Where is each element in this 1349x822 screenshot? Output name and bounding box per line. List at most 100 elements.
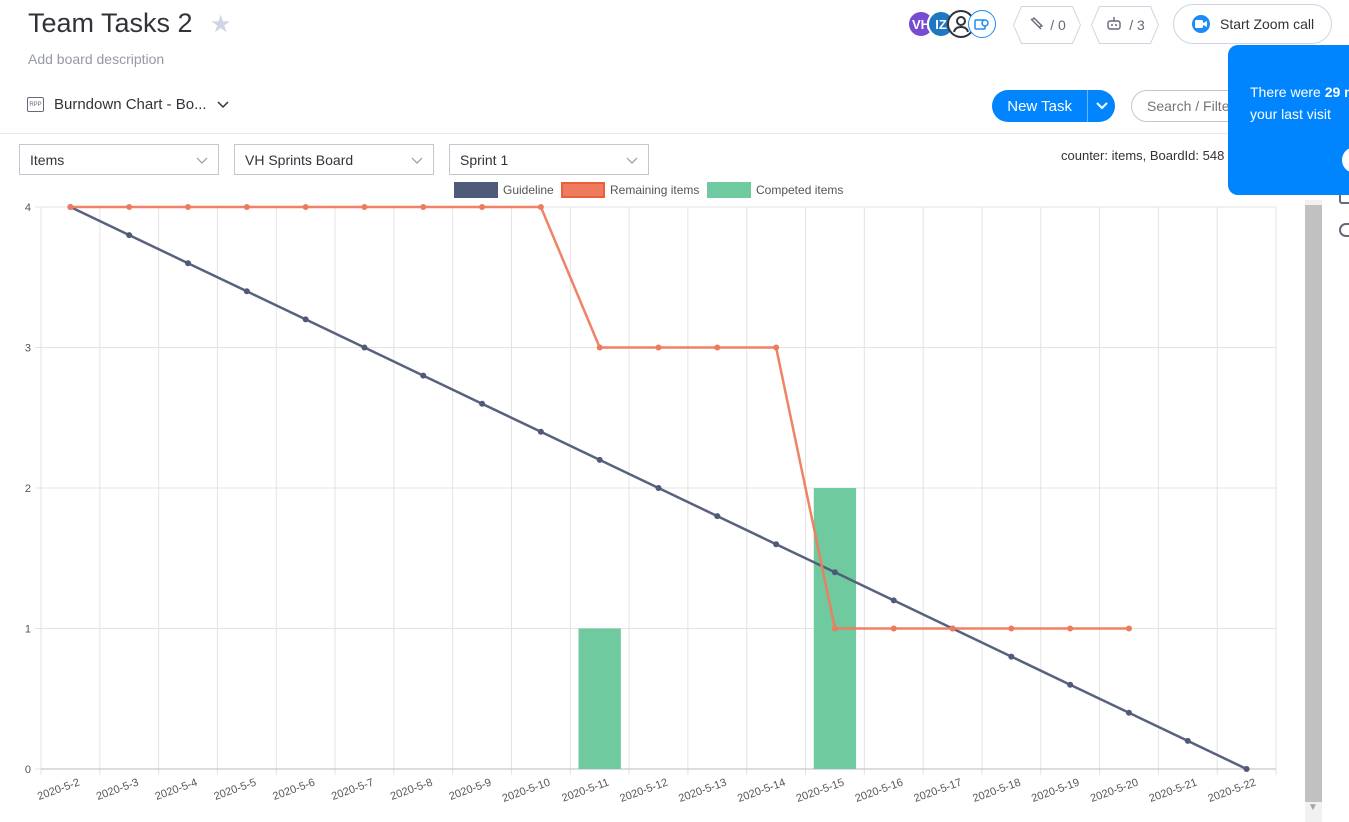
chevron-down-icon xyxy=(217,96,229,113)
guideline-point xyxy=(1008,653,1015,660)
header-divider xyxy=(0,133,1300,134)
x-tick-label: 2020-5-8 xyxy=(389,777,434,803)
view-selector[interactable]: RPP Burndown Chart - Bo... xyxy=(27,96,229,113)
counter-info: counter: items, BoardId: 548 xyxy=(1061,148,1225,163)
legend-swatch xyxy=(707,182,751,198)
new-task-label: New Task xyxy=(1007,97,1072,115)
scrollbar-thumb[interactable] xyxy=(1305,205,1322,802)
remaining-items-point xyxy=(1008,625,1015,632)
sprint-dropdown[interactable]: Sprint 1 xyxy=(449,144,649,175)
x-tick-label: 2020-5-7 xyxy=(330,777,375,803)
star-icon[interactable]: ★ xyxy=(210,11,232,38)
scroll-down-arrow-icon[interactable]: ▼ xyxy=(1308,802,1318,813)
guideline-point xyxy=(361,344,368,351)
remaining-items-point xyxy=(714,344,721,351)
notification-text-prefix: There were xyxy=(1250,84,1325,100)
remaining-items-point xyxy=(831,625,838,632)
notification-popup[interactable]: There were 29 n your last visit xyxy=(1228,45,1349,195)
guideline-point xyxy=(1125,709,1132,716)
x-tick-label: 2020-5-12 xyxy=(618,777,669,805)
remaining-items-point xyxy=(185,204,192,210)
x-tick-label: 2020-5-10 xyxy=(501,777,552,805)
burndown-chart: 0 1 2 3 4 2020-5-2 2020-5-3 2020-5-4 2020-5-5 202… xyxy=(25,182,1277,805)
y-tick-label: 1 xyxy=(25,624,31,636)
chevron-down-icon xyxy=(411,152,423,168)
remaining-items-point xyxy=(243,204,250,210)
legend-label: Competed items xyxy=(756,183,843,197)
robot-icon xyxy=(1105,16,1123,35)
x-tick-label: 2020-5-15 xyxy=(795,777,846,805)
video-camera-icon xyxy=(1192,15,1210,33)
notification-action-button[interactable] xyxy=(1342,147,1349,173)
legend-label: Remaining items xyxy=(610,183,699,197)
remaining-items-point xyxy=(1067,625,1074,632)
activity-count: / 0 xyxy=(1050,17,1066,33)
remaining-items-point xyxy=(479,204,486,210)
guideline-point xyxy=(890,597,897,604)
remaining-items-point xyxy=(890,625,897,632)
guideline-point xyxy=(479,400,486,407)
activity-button[interactable]: / 0 xyxy=(1014,7,1080,43)
y-tick-label: 2 xyxy=(25,483,31,495)
guideline-point xyxy=(302,316,309,323)
x-tick-label: 2020-5-5 xyxy=(212,777,257,803)
remaining-items-point xyxy=(949,625,956,632)
x-tick-label: 2020-5-18 xyxy=(971,777,1022,805)
new-task-button[interactable]: New Task xyxy=(992,90,1115,122)
guideline-point xyxy=(655,485,662,491)
x-tick-label: 2020-5-21 xyxy=(1148,777,1199,805)
x-tick-label: 2020-5-20 xyxy=(1089,777,1140,805)
board-title[interactable]: Team Tasks 2 xyxy=(28,8,193,38)
new-task-dropdown-button[interactable] xyxy=(1087,90,1115,122)
zoom-call-label: Start Zoom call xyxy=(1220,16,1315,32)
legend-swatch xyxy=(561,182,605,198)
guideline-point xyxy=(537,428,544,435)
board-dropdown[interactable]: VH Sprints Board xyxy=(234,144,434,175)
automations-button[interactable]: / 3 xyxy=(1092,7,1158,43)
guideline-point xyxy=(1243,766,1250,772)
guideline-point xyxy=(714,513,721,520)
remaining-items-point xyxy=(1125,625,1132,632)
counter-type-dropdown[interactable]: Items xyxy=(19,144,219,175)
completed-items-bar xyxy=(578,628,621,769)
chevron-down-icon xyxy=(626,152,638,168)
x-tick-label: 2020-5-6 xyxy=(271,777,316,803)
guideline-point xyxy=(1067,681,1074,688)
dropdown-value: Items xyxy=(30,151,65,168)
guideline-point xyxy=(773,541,780,548)
remaining-items-point xyxy=(537,204,544,210)
zoom-call-button[interactable]: Start Zoom call xyxy=(1173,4,1332,44)
notification-text-line2: your last visit xyxy=(1250,106,1331,122)
x-tick-label: 2020-5-9 xyxy=(448,777,493,803)
view-name: Burndown Chart - Bo... xyxy=(54,96,207,113)
x-tick-label: 2020-5-19 xyxy=(1030,777,1081,805)
legend-swatch xyxy=(454,182,498,198)
board-description[interactable]: Add board description xyxy=(28,51,165,67)
avatar-initials: IZ xyxy=(935,16,947,32)
automations-count: / 3 xyxy=(1129,17,1145,33)
x-tick-label: 2020-5-17 xyxy=(912,777,963,805)
notification-count: 29 n xyxy=(1324,84,1349,100)
x-tick-label: 2020-5-3 xyxy=(95,777,140,803)
x-tick-label: 2020-5-2 xyxy=(36,777,81,803)
x-tick-label: 2020-5-13 xyxy=(677,777,728,805)
app-view-icon: RPP xyxy=(27,97,44,112)
clock-icon[interactable] xyxy=(1339,223,1349,237)
remaining-items-point xyxy=(655,344,662,351)
invite-guest-icon[interactable] xyxy=(968,10,996,38)
remaining-items-point xyxy=(302,204,309,210)
remaining-items-point xyxy=(420,204,427,210)
y-tick-label: 4 xyxy=(25,202,31,214)
chevron-down-icon xyxy=(196,152,208,168)
dropdown-value: VH Sprints Board xyxy=(245,151,354,168)
x-tick-label: 2020-5-14 xyxy=(736,777,787,805)
guideline-point xyxy=(831,569,838,576)
remaining-items-point xyxy=(126,204,133,210)
avatar-initials: VH xyxy=(911,16,931,32)
activity-icon xyxy=(1028,16,1044,35)
remaining-items-point xyxy=(67,204,74,210)
y-tick-label: 0 xyxy=(25,764,31,776)
remaining-items-line xyxy=(70,205,1129,630)
guideline-point xyxy=(185,260,192,267)
remaining-items-point xyxy=(361,204,368,210)
